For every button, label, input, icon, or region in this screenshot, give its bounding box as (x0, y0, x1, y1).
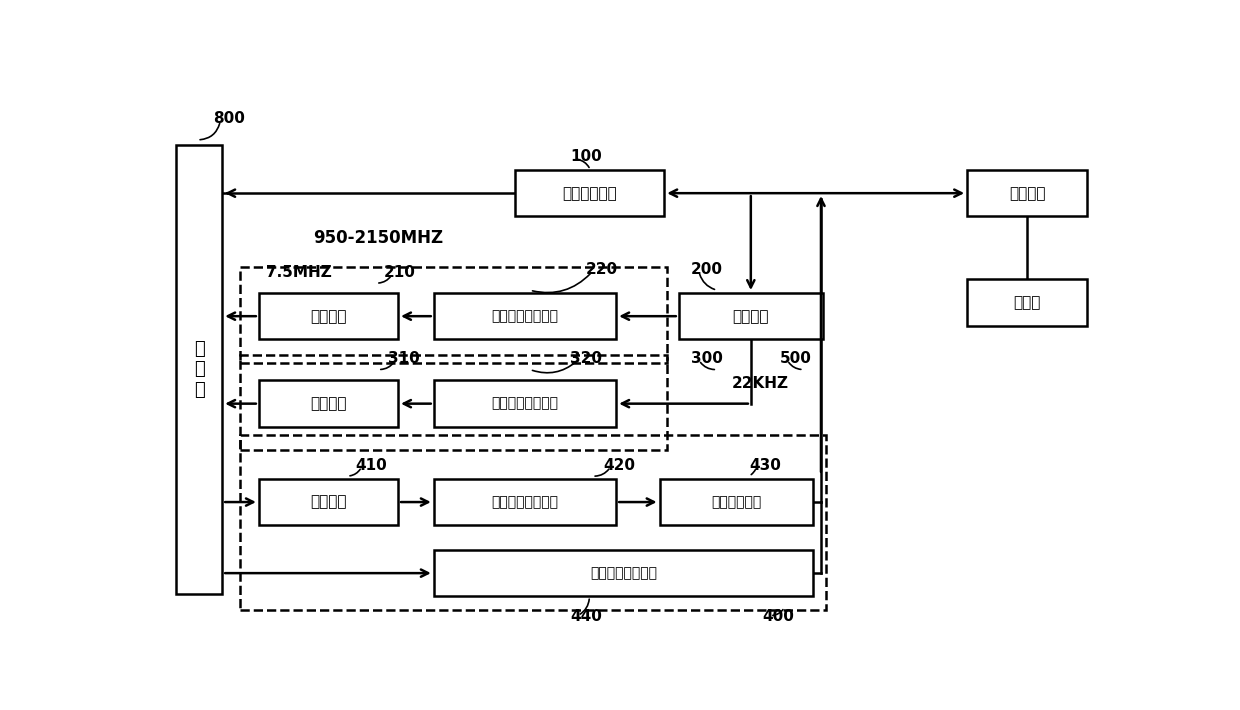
FancyBboxPatch shape (967, 170, 1087, 217)
Text: 控
制
器: 控 制 器 (193, 339, 205, 399)
Text: 430: 430 (749, 458, 781, 473)
Text: 500: 500 (780, 351, 811, 366)
Text: 300: 300 (691, 351, 723, 366)
FancyBboxPatch shape (176, 146, 222, 594)
Text: 800: 800 (213, 111, 244, 126)
FancyBboxPatch shape (434, 293, 616, 339)
FancyBboxPatch shape (434, 381, 616, 427)
Text: 400: 400 (763, 609, 795, 624)
Text: 310: 310 (388, 351, 419, 366)
FancyBboxPatch shape (259, 479, 398, 525)
Text: 440: 440 (570, 609, 603, 624)
FancyBboxPatch shape (259, 293, 398, 339)
Text: 950-2150MHZ: 950-2150MHZ (314, 229, 444, 247)
Text: 信号放大电路: 信号放大电路 (712, 495, 761, 509)
Text: 调制电路: 调制电路 (310, 495, 347, 510)
FancyBboxPatch shape (259, 381, 398, 427)
FancyBboxPatch shape (967, 279, 1087, 326)
FancyBboxPatch shape (516, 170, 665, 217)
Text: 第一带通滤波电路: 第一带通滤波电路 (491, 309, 558, 323)
Text: 320: 320 (570, 351, 603, 366)
Text: 接收电路: 接收电路 (310, 396, 347, 411)
Text: 410: 410 (355, 458, 387, 473)
Text: 22KHZ: 22KHZ (732, 376, 789, 391)
FancyBboxPatch shape (660, 479, 813, 525)
Text: 转换器: 转换器 (1013, 295, 1040, 310)
Text: 第一低通滤波电路: 第一低通滤波电路 (491, 397, 558, 410)
Text: 7.5MHZ: 7.5MHZ (265, 265, 331, 280)
Text: 210: 210 (383, 265, 415, 280)
FancyBboxPatch shape (434, 550, 813, 596)
Text: 200: 200 (691, 263, 723, 278)
Text: 高通处理电路: 高通处理电路 (563, 186, 618, 201)
Text: 电感电路: 电感电路 (733, 309, 769, 324)
Text: 解调电路: 解调电路 (310, 309, 347, 324)
FancyBboxPatch shape (434, 479, 616, 525)
Text: 420: 420 (603, 458, 635, 473)
Text: 第二低通滤波电路: 第二低通滤波电路 (590, 566, 657, 580)
Text: 同轴电缆: 同轴电缆 (1009, 186, 1045, 201)
Text: 100: 100 (570, 149, 601, 164)
FancyBboxPatch shape (678, 293, 823, 339)
Text: 第二带通滤波电路: 第二带通滤波电路 (491, 495, 558, 509)
Text: 220: 220 (585, 263, 618, 278)
